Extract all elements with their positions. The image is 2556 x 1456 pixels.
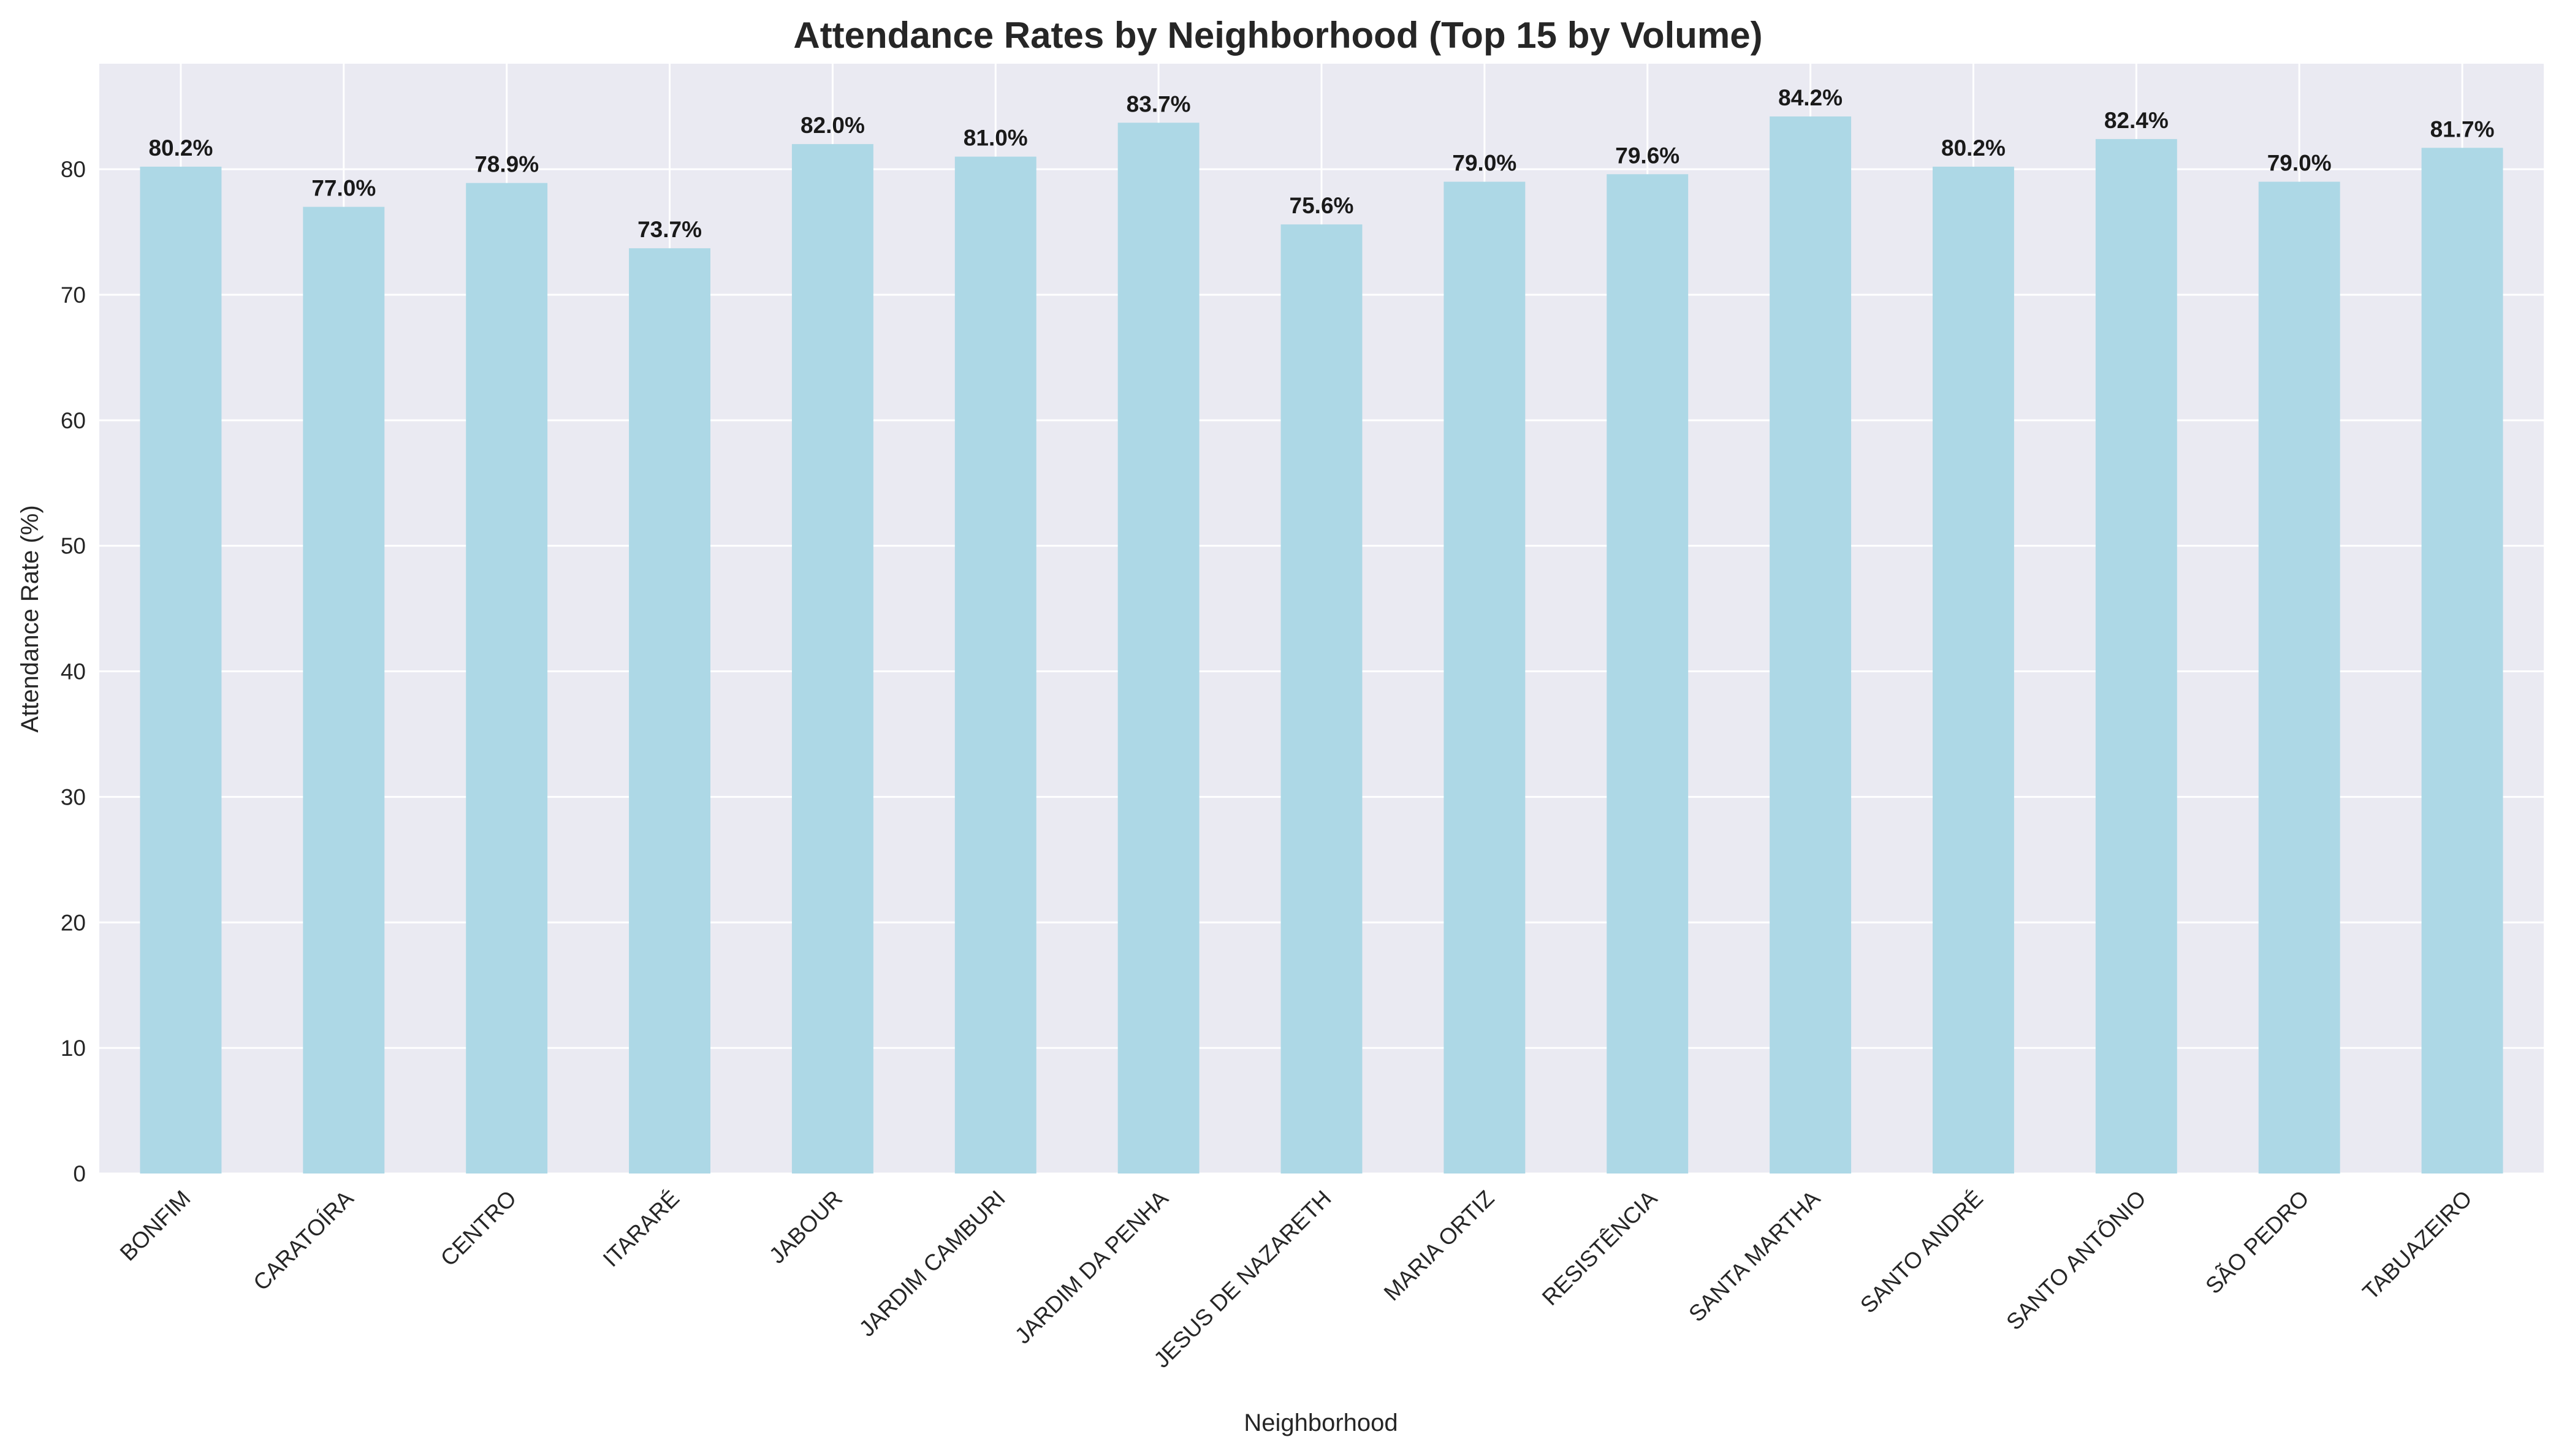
data-label: 82.4% [2104, 108, 2169, 133]
bars [140, 116, 2503, 1174]
data-label: 73.7% [637, 217, 702, 242]
y-tick-label: 0 [73, 1161, 86, 1186]
data-label: 78.9% [474, 152, 539, 177]
bar [2095, 138, 2177, 1174]
data-label: 80.2% [148, 135, 213, 161]
bar [2258, 181, 2340, 1174]
bar [629, 248, 710, 1174]
bar [954, 156, 1036, 1174]
y-tick-label: 60 [61, 408, 86, 433]
bar [1280, 224, 1363, 1174]
bar [791, 144, 873, 1174]
bar [1933, 166, 2014, 1174]
data-label: 77.0% [311, 176, 376, 201]
data-label: 79.6% [1615, 143, 1679, 168]
bar [1443, 181, 1526, 1174]
y-axis-label: Attendance Rate (%) [17, 505, 44, 732]
y-tick-label: 20 [61, 910, 86, 935]
data-label: 75.6% [1290, 193, 1354, 218]
chart-title: Attendance Rates by Neighborhood (Top 15… [793, 15, 1762, 56]
data-label: 80.2% [1941, 135, 2006, 161]
data-label: 81.0% [964, 126, 1028, 151]
y-axis-ticks: 0 10 20 30 40 50 60 70 80 [61, 157, 86, 1186]
data-label: 82.0% [801, 113, 865, 138]
data-label: 79.0% [2267, 151, 2332, 176]
data-label: 83.7% [1127, 91, 1191, 116]
y-tick-label: 70 [61, 282, 86, 308]
bar [1117, 123, 1200, 1174]
bar [1770, 116, 1852, 1174]
y-tick-label: 40 [61, 659, 86, 684]
x-axis-label: Neighborhood [1244, 1409, 1398, 1436]
y-tick-label: 80 [61, 157, 86, 182]
data-label: 84.2% [1778, 85, 1843, 110]
bar [140, 166, 222, 1174]
bar [1607, 174, 1689, 1174]
y-tick-label: 10 [61, 1036, 86, 1061]
y-tick-label: 50 [61, 534, 86, 559]
y-tick-label: 30 [61, 784, 86, 810]
data-labels: 80.2% 77.0% 78.9% 73.7% 82.0% 81.0% 83.7% 75.6%… [148, 85, 2494, 242]
data-label: 79.0% [1452, 151, 1516, 176]
bar [2421, 148, 2503, 1174]
data-label: 81.7% [2430, 116, 2495, 142]
bar [466, 183, 548, 1174]
bar [303, 207, 385, 1174]
